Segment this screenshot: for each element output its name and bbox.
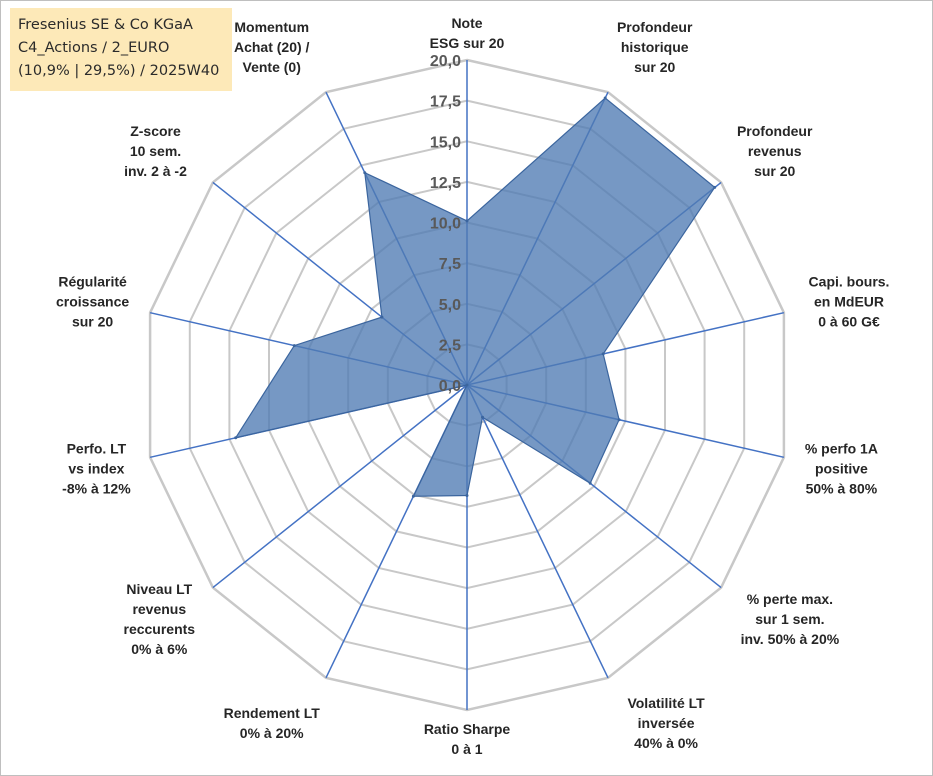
axis-label-line: Z-score <box>130 123 181 139</box>
data-point-3 <box>601 352 605 356</box>
axis-label-line: 0% à 20% <box>240 725 304 741</box>
axis-label-line: Note <box>451 15 482 31</box>
axis-label-line: sur 20 <box>634 59 675 75</box>
axis-label-line: vs index <box>68 460 124 476</box>
axis-label-line: Perfo. LT <box>67 440 127 456</box>
axis-label-line: Momentum <box>234 19 309 35</box>
spoke-9 <box>212 384 468 589</box>
axis-label-line: Profondeur <box>617 19 693 35</box>
axis-label-3: Capi. bours. en MdEUR 0 à 60 G€ <box>809 274 890 330</box>
data-point-6 <box>481 415 484 419</box>
axis-label-5: % perte max. sur 1 sem. inv. 50% à 20% <box>741 591 840 647</box>
data-point-7 <box>465 494 469 497</box>
axis-label-line: revenus <box>132 601 186 617</box>
info-box: Fresenius SE & Co KGaA C4_Actions / 2_EU… <box>10 8 232 91</box>
info-box-line-1: Fresenius SE & Co KGaA <box>18 17 193 33</box>
tick-label-2: 5,0 <box>439 297 461 314</box>
axis-label-line: inv. 50% à 20% <box>741 631 840 647</box>
axis-label-10: Perfo. LT vs index -8% à 12% <box>62 440 131 496</box>
axis-label-12: Z-score 10 sem. inv. 2 à -2 <box>124 123 187 179</box>
data-point-2 <box>713 185 717 189</box>
axis-label-2: Profondeur revenus sur 20 <box>737 123 813 179</box>
data-point-12 <box>380 315 384 319</box>
radar-tick-labels: 0,0 2,5 5,0 7,5 10,0 12,5 15,0 17,5 20,0 <box>430 53 461 395</box>
axis-label-line: % perte max. <box>747 591 833 607</box>
axis-label-line: inversée <box>638 715 695 731</box>
info-box-line-2: C4_Actions / 2_EURO <box>18 40 170 56</box>
tick-label-3: 7,5 <box>439 256 461 273</box>
axis-label-7: Ratio Sharpe 0 à 1 <box>424 721 511 757</box>
spoke-6 <box>466 384 609 679</box>
axis-label-line: -8% à 12% <box>62 480 131 496</box>
axis-label-line: 0% à 6% <box>131 641 188 657</box>
tick-label-8: 20,0 <box>430 53 461 70</box>
tick-label-6: 15,0 <box>430 134 461 151</box>
data-point-10 <box>234 436 238 440</box>
axis-label-line: 40% à 0% <box>634 735 698 751</box>
axis-label-11: Régularité croissance sur 20 <box>56 274 129 330</box>
axis-label-line: Capi. bours. <box>809 274 890 290</box>
tick-label-1: 2,5 <box>439 337 461 354</box>
axis-label-line: positive <box>815 460 868 476</box>
radar-axis-labels: Note ESG sur 20 Profondeur historique sur 20… <box>56 15 889 757</box>
axis-label-line: sur 20 <box>754 163 795 179</box>
axis-label-line: historique <box>621 39 689 55</box>
data-point-4 <box>617 418 621 422</box>
axis-label-line: 50% à 80% <box>806 480 878 496</box>
tick-label-4: 10,0 <box>430 216 461 233</box>
data-point-0 <box>465 219 469 223</box>
axis-label-line: Régularité <box>58 274 127 290</box>
data-point-1 <box>603 96 607 100</box>
tick-label-5: 12,5 <box>430 175 461 192</box>
axis-label-line: Profondeur <box>737 123 813 139</box>
axis-label-line: Rendement LT <box>224 705 321 721</box>
data-point-11 <box>292 344 296 348</box>
data-point-5 <box>588 481 592 485</box>
axis-label-line: Ratio Sharpe <box>424 721 511 737</box>
axis-label-8: Rendement LT 0% à 20% <box>224 705 321 741</box>
data-point-13 <box>363 171 367 175</box>
axis-label-13: Momentum Achat (20) / Vente (0) <box>234 19 310 75</box>
axis-label-line: croissance <box>56 294 129 310</box>
axis-label-9: Niveau LT revenus reccurents 0% à 6% <box>124 581 196 657</box>
data-point-8 <box>411 494 415 498</box>
info-box-line-3: (10,9% | 29,5%) / 2025W40 <box>18 63 220 79</box>
axis-label-line: 0 à 60 G€ <box>818 314 880 330</box>
tick-label-0: 0,0 <box>439 378 461 395</box>
axis-label-line: sur 20 <box>72 314 113 330</box>
axis-label-line: sur 1 sem. <box>755 611 824 627</box>
axis-label-6: Volatilité LT inversée 40% à 0% <box>627 695 705 751</box>
axis-label-line: Niveau LT <box>126 581 192 597</box>
axis-label-line: ESG sur 20 <box>430 35 505 51</box>
axis-label-line: Achat (20) / <box>234 39 310 55</box>
axis-label-line: Volatilité LT <box>627 695 705 711</box>
axis-label-line: 10 sem. <box>130 143 181 159</box>
axis-label-line: revenus <box>748 143 802 159</box>
axis-label-line: inv. 2 à -2 <box>124 163 187 179</box>
radar-series <box>234 96 717 498</box>
tick-label-7: 17,5 <box>430 94 461 111</box>
axis-label-line: reccurents <box>124 621 196 637</box>
data-point-9 <box>465 383 469 387</box>
axis-label-0: Note ESG sur 20 <box>430 15 505 51</box>
axis-label-1: Profondeur historique sur 20 <box>617 19 693 75</box>
axis-label-line: 0 à 1 <box>451 741 482 757</box>
axis-label-line: en MdEUR <box>814 294 884 310</box>
axis-label-4: % perfo 1A positive 50% à 80% <box>805 440 878 496</box>
axis-label-line: % perfo 1A <box>805 440 878 456</box>
axis-label-line: Vente (0) <box>243 59 301 75</box>
